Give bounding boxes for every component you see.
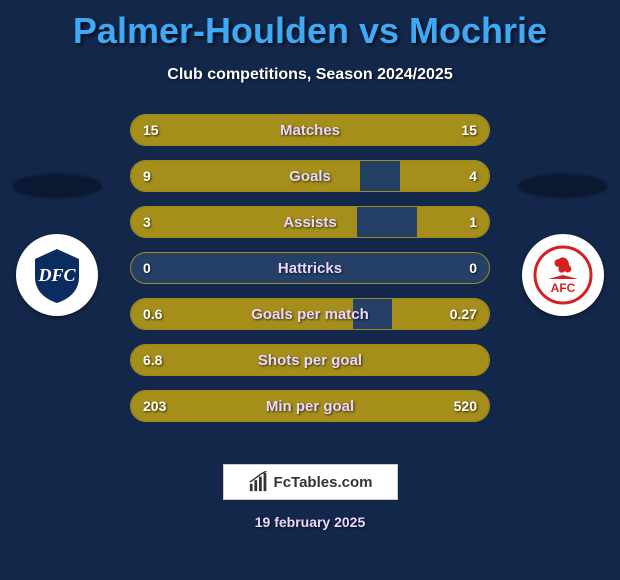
stat-row: 0.60.27Goals per match — [130, 298, 490, 330]
shadow-ellipse — [12, 174, 102, 198]
stat-label: Hattricks — [131, 253, 489, 283]
subtitle: Club competitions, Season 2024/2025 — [0, 66, 620, 84]
footer-date: 19 february 2025 — [0, 514, 620, 530]
comparison-title: Palmer-Houlden vs Mochrie — [0, 0, 620, 52]
stat-row: 203520Min per goal — [130, 390, 490, 422]
stat-row: 31Assists — [130, 206, 490, 238]
dundee-badge-icon: DFC — [27, 245, 87, 305]
brand-text: FcTables.com — [274, 474, 373, 491]
stat-label: Shots per goal — [131, 345, 489, 375]
left-club-column: DFC — [12, 174, 102, 316]
chart-icon — [248, 471, 270, 493]
shadow-ellipse — [518, 174, 608, 198]
left-club-badge: DFC — [16, 234, 98, 316]
right-club-column: AFC — [518, 174, 608, 316]
stat-label: Goals — [131, 161, 489, 191]
player2-name: Mochrie — [409, 10, 547, 51]
stat-label: Assists — [131, 207, 489, 237]
brand-logo: FcTables.com — [223, 464, 398, 500]
stats-list: 1515Matches 94Goals 31Assists 00Hattricks 0.… — [130, 114, 490, 422]
svg-text:AFC: AFC — [551, 281, 576, 295]
player1-name: Palmer-Houlden — [73, 10, 349, 51]
stat-row: 1515Matches — [130, 114, 490, 146]
stat-row: 94Goals — [130, 160, 490, 192]
right-club-badge: AFC — [522, 234, 604, 316]
stat-label: Min per goal — [131, 391, 489, 421]
svg-text:DFC: DFC — [37, 265, 76, 285]
stat-label: Goals per match — [131, 299, 489, 329]
stat-row: 6.8Shots per goal — [130, 344, 490, 376]
stat-row: 00Hattricks — [130, 252, 490, 284]
stat-label: Matches — [131, 115, 489, 145]
vs-text: vs — [359, 10, 399, 51]
stats-body: DFC AFC 1515Matches 94Goals 31Assists 00Hat… — [0, 114, 620, 444]
airdrie-badge-icon: AFC — [533, 245, 593, 305]
